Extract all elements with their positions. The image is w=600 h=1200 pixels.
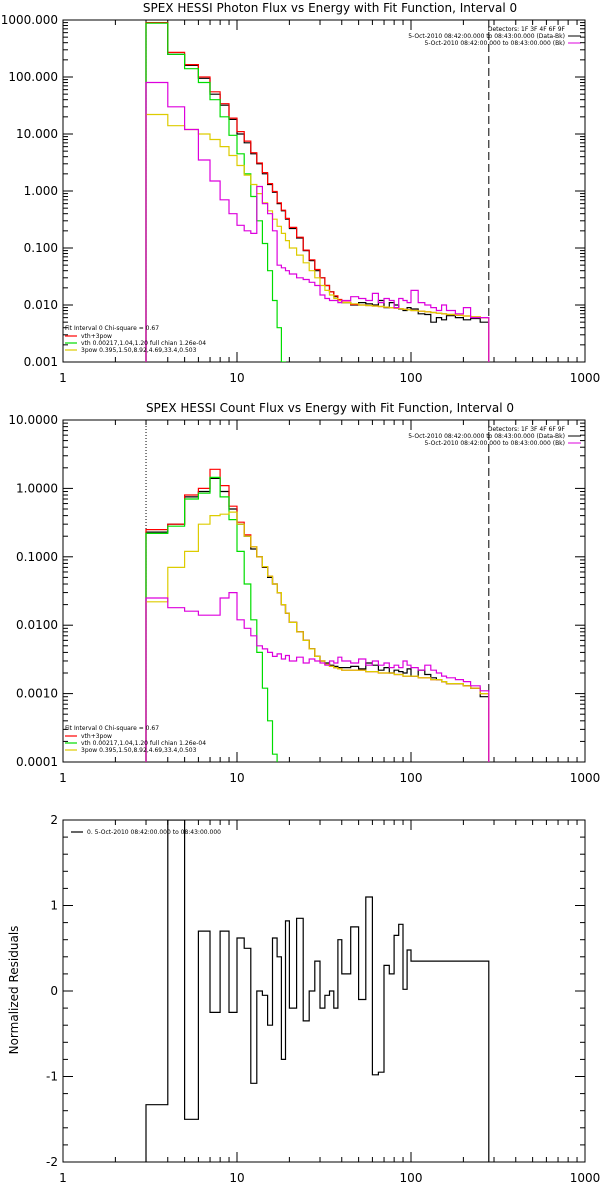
series-line bbox=[145, 477, 490, 762]
axes: 1 10 100 1000 0.0001 0.0010 0.0100 0.1000 1.0000… bbox=[8, 413, 600, 785]
y-tick-label: 0.0100 bbox=[16, 618, 58, 632]
y-tick-label: 0.010 bbox=[24, 298, 58, 312]
x-tick-label: 1 bbox=[59, 371, 67, 385]
x-tick-label: 10 bbox=[229, 371, 244, 385]
x-tick-label: 1 bbox=[59, 1171, 67, 1185]
legend-label: vth+3pow bbox=[81, 333, 112, 340]
series-layer bbox=[145, 20, 490, 362]
series-line bbox=[145, 22, 287, 362]
x-tick-label: 1000 bbox=[570, 771, 600, 785]
x-tick-label: 1000 bbox=[570, 371, 600, 385]
y-tick-label: 0.100 bbox=[24, 241, 58, 255]
y-tick-label: 10.0000 bbox=[8, 413, 58, 427]
y-tick-label: 0.001 bbox=[24, 355, 58, 369]
info-line: Detectors: 1F 3F 4F 6F 9F bbox=[488, 426, 566, 433]
series-line bbox=[145, 113, 490, 362]
x-tick-label: 1000 bbox=[570, 1171, 600, 1185]
series-line bbox=[145, 22, 490, 362]
y-tick-label: 1.0000 bbox=[16, 481, 58, 495]
panel-title: SPEX HESSI Count Flux vs Energy with Fit… bbox=[146, 401, 514, 415]
y-tick-label: 10.000 bbox=[16, 127, 58, 141]
legend-label: 3pow 0.395,1.50,8.92,4.69,33.4,0.503 bbox=[81, 747, 197, 754]
plot-frame bbox=[62, 419, 586, 763]
legend: Fit Interval 0 Chi-square = 0.67vth+3pow… bbox=[65, 725, 206, 754]
y-tick-label: 0.0001 bbox=[16, 755, 58, 769]
legend-title: Fit Interval 0 Chi-square = 0.67 bbox=[65, 725, 159, 732]
y-axis-label: Normalized Residuals bbox=[7, 926, 21, 1055]
series-line bbox=[145, 22, 490, 362]
plot-frame bbox=[62, 19, 586, 363]
info-line: Detectors: 1F 3F 4F 6F 9F bbox=[488, 26, 566, 33]
y-tick-label: -2 bbox=[46, 1155, 58, 1169]
y-tick-label: 1000.000 bbox=[1, 13, 58, 27]
residuals-panel: Normalized Residuals 1 10 100 1000 -2 -1 0 1 2 0… bbox=[7, 813, 600, 1185]
x-tick-label: 100 bbox=[400, 771, 423, 785]
info-line: 5-Oct-2010 08:42:00.000 to 08:43:00.000 … bbox=[408, 33, 565, 40]
y-tick-label: 0.0010 bbox=[16, 687, 58, 701]
legend-label: vth+3pow bbox=[81, 733, 112, 740]
axes: 1 10 100 1000 -2 -1 0 1 2 bbox=[46, 813, 600, 1185]
series-line bbox=[145, 592, 490, 762]
y-tick-label: 1.000 bbox=[24, 184, 58, 198]
legend-title: Fit Interval 0 Chi-square = 0.67 bbox=[65, 325, 159, 332]
series-line bbox=[145, 476, 278, 762]
x-tick-label: 100 bbox=[400, 1171, 423, 1185]
y-tick-label: 100.000 bbox=[8, 70, 58, 84]
series-layer bbox=[145, 820, 490, 1162]
legend-label: vth 0.00217,1.04,1.20 full chian 1.26e-0… bbox=[81, 740, 206, 747]
legend: 0. 5-Oct-2010 08:42:00.000 to 08:43:00.0… bbox=[71, 829, 221, 836]
info-block: Detectors: 1F 3F 4F 6F 9F5-Oct-2010 08:4… bbox=[408, 26, 581, 47]
series-line bbox=[145, 511, 490, 762]
legend-label: 0. 5-Oct-2010 08:42:00.000 to 08:43:00.0… bbox=[87, 829, 221, 836]
legend-label: vth 0.00217,1.04,1.20 full chian 1.26e-0… bbox=[81, 340, 206, 347]
x-tick-label: 1 bbox=[59, 771, 67, 785]
plot-frame bbox=[62, 819, 586, 1163]
x-tick-label: 10 bbox=[229, 771, 244, 785]
series-line bbox=[145, 468, 490, 762]
y-tick-label: 1 bbox=[50, 899, 58, 913]
info-line: 5-Oct-2010 08:42:00.000 to 08:43:00.000 … bbox=[425, 440, 566, 447]
count-flux-panel: SPEX HESSI Count Flux vs Energy with Fit… bbox=[8, 401, 600, 785]
x-tick-label: 100 bbox=[400, 371, 423, 385]
y-tick-label: -1 bbox=[46, 1070, 58, 1084]
x-tick-label: 10 bbox=[229, 1171, 244, 1185]
info-line: 5-Oct-2010 08:42:00.000 to 08:43:00.000 … bbox=[408, 433, 565, 440]
legend: Fit Interval 0 Chi-square = 0.67vth+3pow… bbox=[65, 325, 206, 354]
info-line: 5-Oct-2010 08:42:00.000 to 08:43:00.000 … bbox=[425, 40, 566, 47]
y-tick-label: 2 bbox=[50, 813, 58, 827]
y-tick-label: 0 bbox=[50, 984, 58, 998]
axes: 1 10 100 1000 0.001 0.010 0.100 1.000 10.000 100.… bbox=[1, 13, 600, 385]
panel-title: SPEX HESSI Photon Flux vs Energy with Fi… bbox=[143, 1, 517, 15]
series-layer bbox=[145, 420, 490, 762]
series-line bbox=[145, 820, 490, 1162]
info-block: Detectors: 1F 3F 4F 6F 9F5-Oct-2010 08:4… bbox=[408, 426, 581, 447]
photon-flux-panel: SPEX HESSI Photon Flux vs Energy with Fi… bbox=[1, 1, 600, 385]
legend-label: 3pow 0.395,1.50,8.92,4.69,33.4,0.503 bbox=[81, 347, 197, 354]
y-tick-label: 0.1000 bbox=[16, 550, 58, 564]
series-line bbox=[145, 81, 490, 362]
